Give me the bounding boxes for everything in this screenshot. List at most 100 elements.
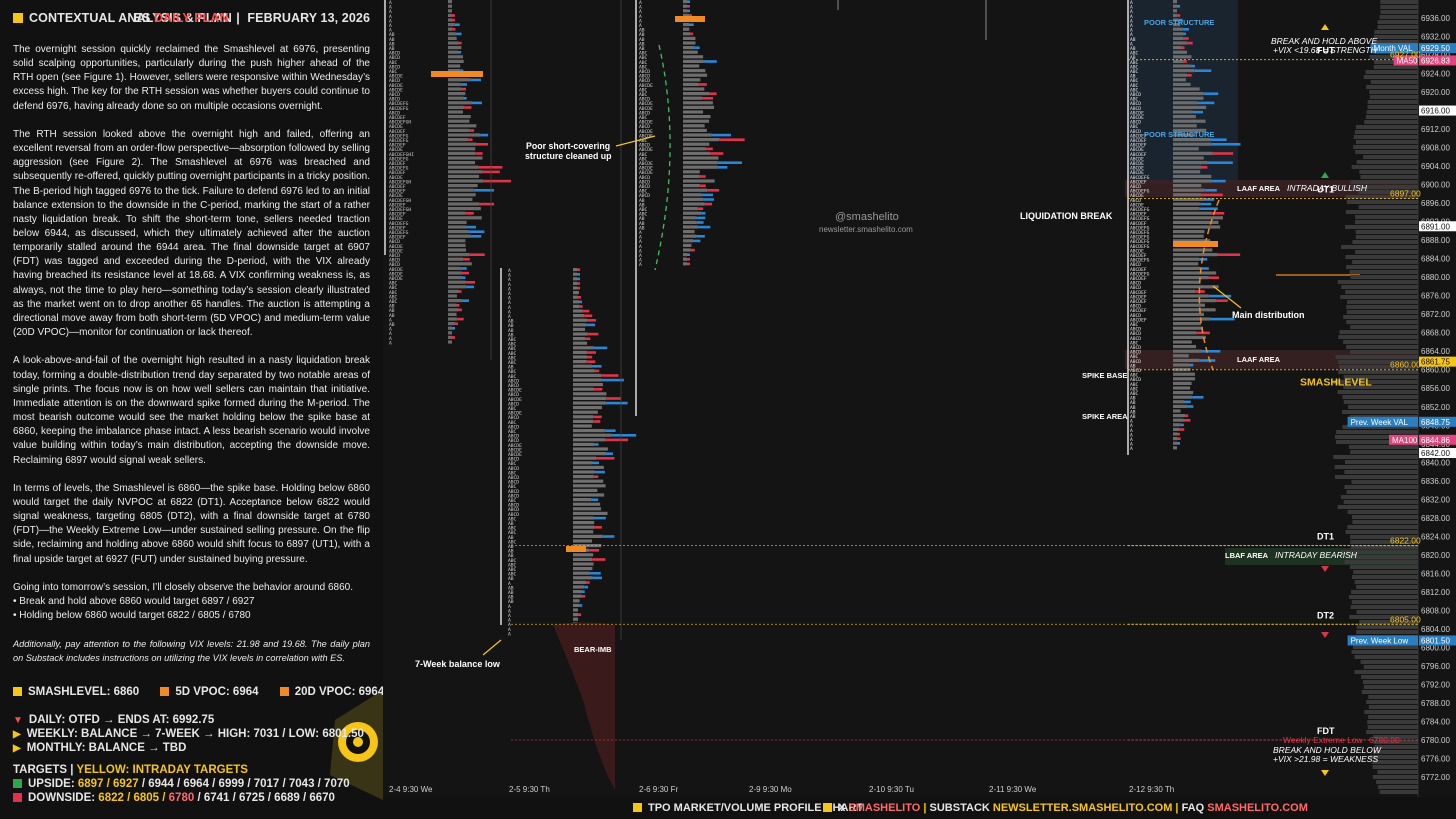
- session-2-12-delta-bar: [1190, 64, 1195, 68]
- session-2-12-delta-bar: [1209, 317, 1235, 321]
- session-2-6-delta-bar: [693, 239, 701, 243]
- session-2-6-tpo-letters: ABCDE: [639, 166, 653, 172]
- x-handle-link[interactable]: SMASHELITO: [848, 802, 921, 814]
- session-2-4-bar: [448, 234, 472, 238]
- session-2-6-tpo-letters: ABCD: [639, 143, 650, 149]
- session-2-6-tpo-letters: A: [639, 258, 642, 264]
- substack-link[interactable]: NEWSLETTER.SMASHELITO.COM: [992, 802, 1173, 814]
- session-2-12-tpo-letters: AB: [1130, 414, 1136, 420]
- session-2-4-delta-bar: [461, 87, 467, 91]
- session-2-6-tpo-letters: ABCD: [639, 184, 650, 190]
- session-2-4-bar: [448, 303, 457, 307]
- session-2-6-tpo-letters: A: [639, 23, 642, 29]
- session-2-6-tpo-letters: AB: [639, 216, 645, 222]
- volume-profile-bar: [1349, 270, 1418, 274]
- session-2-4-delta-bar: [469, 253, 485, 256]
- volume-profile-bar: [1343, 500, 1418, 504]
- annotation-text: BREAK AND HOLD BELOW: [1273, 745, 1382, 755]
- volume-profile-bar: [1347, 300, 1418, 304]
- session-2-6-delta-bar: [696, 221, 704, 224]
- session-2-4-tpo-letters: ABCDEF: [389, 161, 406, 167]
- session-2-4-delta-bar: [452, 327, 455, 330]
- session-2-5-tpo-letters: ABCD: [508, 489, 519, 495]
- session-2-6-bar: [683, 46, 695, 50]
- session-2-4-delta-bar: [452, 18, 455, 22]
- session-2-5-tpo-letters: AB: [508, 549, 514, 555]
- session-2-4-delta-bar: [464, 106, 472, 109]
- session-2-6-tpo-letters: ABCD: [639, 78, 650, 84]
- volume-profile-bar: [1343, 375, 1418, 379]
- y-tick-label: 6860.00: [1421, 366, 1450, 375]
- volume-profile-bar: [1343, 340, 1418, 344]
- session-2-5-tpo-letters: ABCD: [508, 466, 519, 472]
- session-2-12-bar: [1173, 207, 1200, 211]
- faq-link[interactable]: SMASHELITO.COM: [1207, 802, 1308, 814]
- session-2-5-bar: [573, 516, 594, 520]
- session-2-6-delta-bar: [699, 175, 706, 178]
- session-2-5-bar: [573, 277, 577, 281]
- session-2-6-delta-bar: [699, 184, 706, 187]
- volume-profile-bar: [1349, 565, 1418, 569]
- logo-decoration: [330, 690, 383, 800]
- session-2-12-bar: [1173, 271, 1217, 275]
- y-tick-label: 6900.00: [1421, 181, 1450, 190]
- session-2-12-bar: [1173, 312, 1204, 316]
- session-2-4-delta-bar: [480, 133, 489, 137]
- session-2-5-tpo-letters: ABC: [508, 369, 517, 375]
- session-2-5-tpo-letters: ABCDE: [508, 452, 522, 458]
- session-2-6-tpo-letters: A: [639, 239, 642, 245]
- session-2-12-bar: [1173, 404, 1188, 408]
- volume-profile-bar: [1351, 575, 1418, 579]
- session-2-12-bar: [1173, 303, 1205, 307]
- down-triangle-icon: [1321, 632, 1329, 638]
- y-tick-label: 6788.00: [1421, 699, 1450, 708]
- session-2-12-tpo-letters: ABCDEF: [1130, 152, 1147, 158]
- session-2-5-tpo-letters: ABC: [508, 572, 517, 578]
- session-2-12-bar: [1173, 230, 1205, 234]
- session-2-6-bar: [683, 55, 704, 59]
- session-2-12-bar: [1173, 96, 1204, 100]
- session-2-5-bar: [573, 599, 580, 603]
- session-2-4-bar: [448, 299, 462, 303]
- volume-profile-bar: [1341, 285, 1418, 289]
- session-2-6-bar: [683, 234, 697, 238]
- targets-row: TARGETS | YELLOW: INTRADAY TARGETS: [13, 764, 248, 776]
- session-2-6-bar: [683, 64, 700, 68]
- session-2-5-bar: [573, 295, 578, 299]
- session-2-4-bar: [448, 165, 479, 169]
- y-tick-label: 6920.00: [1421, 88, 1450, 97]
- volume-profile-bar: [1351, 480, 1418, 484]
- volume-profile-bar: [1380, 5, 1418, 9]
- session-2-12-tpo-letters: A: [1130, 28, 1133, 34]
- downside-fdt: 6780: [168, 792, 195, 804]
- session-2-12-bar: [1173, 326, 1204, 330]
- session-2-5-tpo-letters: ABCD: [508, 475, 519, 481]
- session-2-12-delta-bar: [1177, 432, 1180, 436]
- volume-profile-bar: [1363, 75, 1418, 79]
- session-2-5-bar: [573, 419, 594, 423]
- price-tag-value: 6801.50: [1421, 636, 1450, 645]
- volume-profile-bar: [1337, 280, 1418, 284]
- session-2-6-bar: [683, 13, 689, 17]
- session-2-12-tpo-letters: ABCD: [1130, 129, 1141, 135]
- session-2-4-delta-bar: [460, 83, 468, 86]
- price-tag-bg: [1419, 434, 1456, 445]
- article-paragraph: In terms of levels, the Smashlevel is 68…: [13, 482, 370, 565]
- session-2-5-delta-bar: [592, 461, 600, 465]
- session-2-12-tpo-letters: A: [1130, 428, 1133, 434]
- session-2-4-tpo-letters: ABCDE: [389, 267, 403, 273]
- session-2-4-bar: [448, 170, 483, 174]
- session-2-4-delta-bar: [476, 143, 489, 146]
- price-tag-value: 6916.00: [1421, 107, 1450, 116]
- session-2-6-tpo-letters: ABCD: [639, 97, 650, 103]
- session-2-6-bar: [683, 133, 712, 137]
- session-2-12-bar: [1173, 266, 1201, 270]
- session-2-12-tpo-letters: ABC: [1130, 51, 1139, 57]
- session-2-12-delta-bar: [1192, 396, 1204, 399]
- session-2-4-bar: [448, 202, 480, 206]
- session-2-5-tpo-letters: ABC: [508, 562, 517, 568]
- session-2-4-bar: [448, 230, 469, 234]
- y-tick-label: 6936.00: [1421, 14, 1450, 23]
- annotation-text: structure cleaned up: [525, 151, 612, 161]
- session-2-6-tpo-letters: ABCD: [639, 74, 650, 80]
